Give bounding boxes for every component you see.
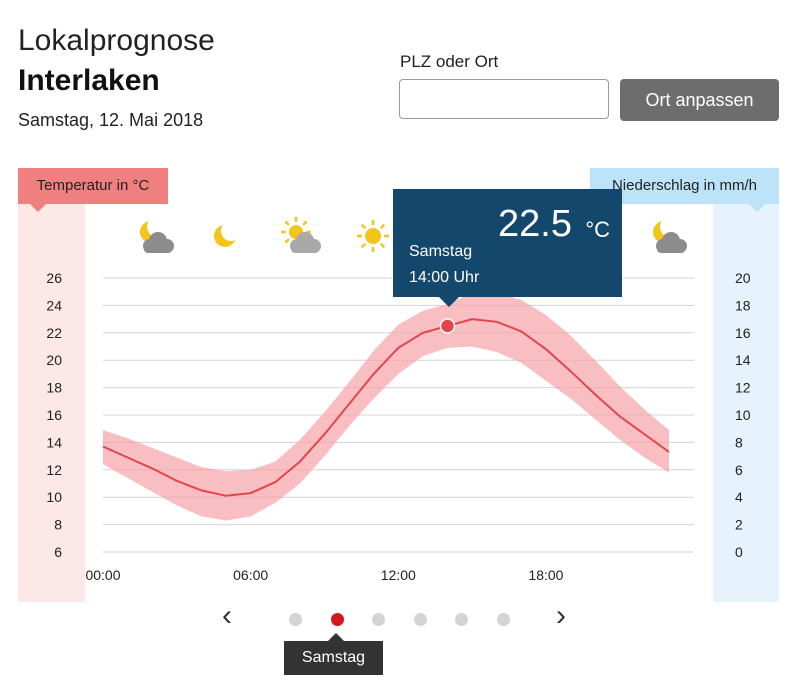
highlight-point [439,318,456,334]
y-tick-label-right: 10 [735,407,751,423]
active-day-label: Samstag [284,633,383,675]
y-tick-label-right: 6 [735,462,743,478]
tooltip-time: 14:00 Uhr [409,269,480,286]
y-tick-label-left: 22 [46,325,62,341]
y-tick-label-left: 16 [46,407,62,423]
change-location-button[interactable]: Ort anpassen [620,79,779,121]
precipitation-axis-band [713,204,779,602]
previous-day-button[interactable]: ‹ [222,599,232,632]
forecast-date: Samstag, 12. Mai 2018 [18,110,204,130]
pager-dot[interactable] [496,613,510,626]
y-tick-label-left: 18 [46,380,62,396]
y-tick-label-left: 10 [46,489,62,505]
page-title: Lokalprognose [18,24,215,57]
temperature-line [102,318,670,497]
moon-cloud-icon [140,217,174,253]
y-tick-label-left: 8 [54,517,62,533]
y-tick-label-right: 18 [735,297,751,313]
y-tick-label-left: 12 [46,462,62,478]
x-tick-label: 00:00 [85,567,120,583]
plz-input[interactable] [399,79,609,119]
y-tick-label-right: 14 [735,352,751,368]
x-tick-label: 06:00 [233,567,268,583]
y-tick-label-right: 0 [735,544,743,560]
y-tick-label-right: 20 [735,270,751,286]
x-tick-label: 12:00 [381,567,416,583]
x-tick-label: 18:00 [528,567,563,583]
chart-tooltip: 22.5 °C Samstag 14:00 Uhr [393,189,622,307]
temperature-range-band [103,293,669,521]
pager-dot[interactable] [289,613,302,626]
sun-cloud-icon [281,217,321,253]
temperature-axis-band [18,204,85,602]
y-tick-label-left: 14 [46,434,62,450]
moon-icon [214,221,241,247]
temperature-axis-label: Temperatur in °C [18,168,168,212]
y-tick-label-left: 20 [46,352,62,368]
plz-label: PLZ oder Ort [400,52,499,71]
pager-dot[interactable] [330,613,344,626]
y-tick-label-left: 6 [54,544,62,560]
y-tick-label-left: 26 [46,270,62,286]
next-day-button[interactable]: › [556,599,566,632]
pager-dot[interactable] [372,613,385,626]
pager-dot[interactable] [413,613,427,626]
moon-cloud-icon [653,217,687,253]
pager-dot[interactable] [455,613,468,626]
y-tick-label-right: 12 [735,380,751,396]
location-name: Interlaken [18,64,160,97]
y-tick-label-left: 24 [46,297,62,313]
y-tick-label-right: 4 [735,489,743,505]
sun-icon [357,220,389,252]
y-tick-label-right: 2 [735,517,743,533]
tooltip-value: 22.5 [498,203,572,245]
y-tick-label-right: 8 [735,434,743,450]
tooltip-day: Samstag [409,243,473,260]
tooltip-unit: °C [585,217,610,242]
y-tick-label-right: 16 [735,325,751,341]
